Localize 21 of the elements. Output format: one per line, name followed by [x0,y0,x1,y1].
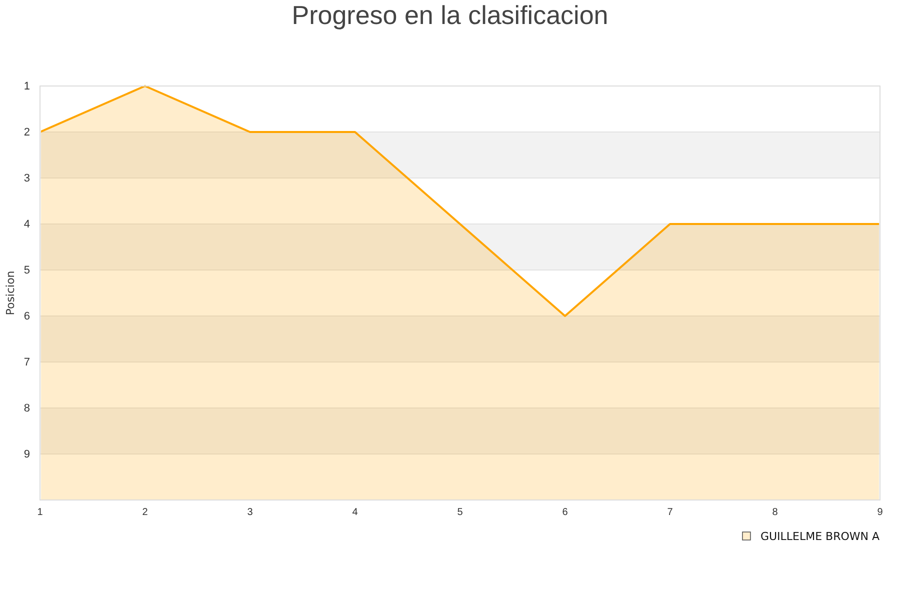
y-tick-label: 6 [24,310,30,323]
y-axis-title: Posicion [4,270,17,316]
y-tick-label: 1 [24,80,30,93]
y-tick-label: 8 [24,402,30,415]
x-tick-label: 6 [562,507,568,518]
y-tick-label: 9 [24,448,30,461]
x-tick-label: 3 [247,507,254,518]
y-tick-label: 5 [24,264,30,277]
x-tick-label: 4 [352,507,358,518]
y-tick-label: 3 [24,172,30,185]
y-tick-label: 4 [24,218,30,231]
x-tick-label: 9 [877,507,884,518]
x-tick-label: 7 [667,507,674,518]
x-tick-label: 2 [142,507,148,518]
x-tick-label: 8 [772,507,778,518]
chart-title: Progreso en la clasificacion [292,0,608,30]
y-tick-label: 7 [24,356,30,369]
y-tick-label: 2 [24,126,30,139]
legend-label: GUILLELME BROWN A [760,530,880,543]
x-tick-label: 5 [457,507,464,518]
x-tick-label: 1 [37,507,44,518]
